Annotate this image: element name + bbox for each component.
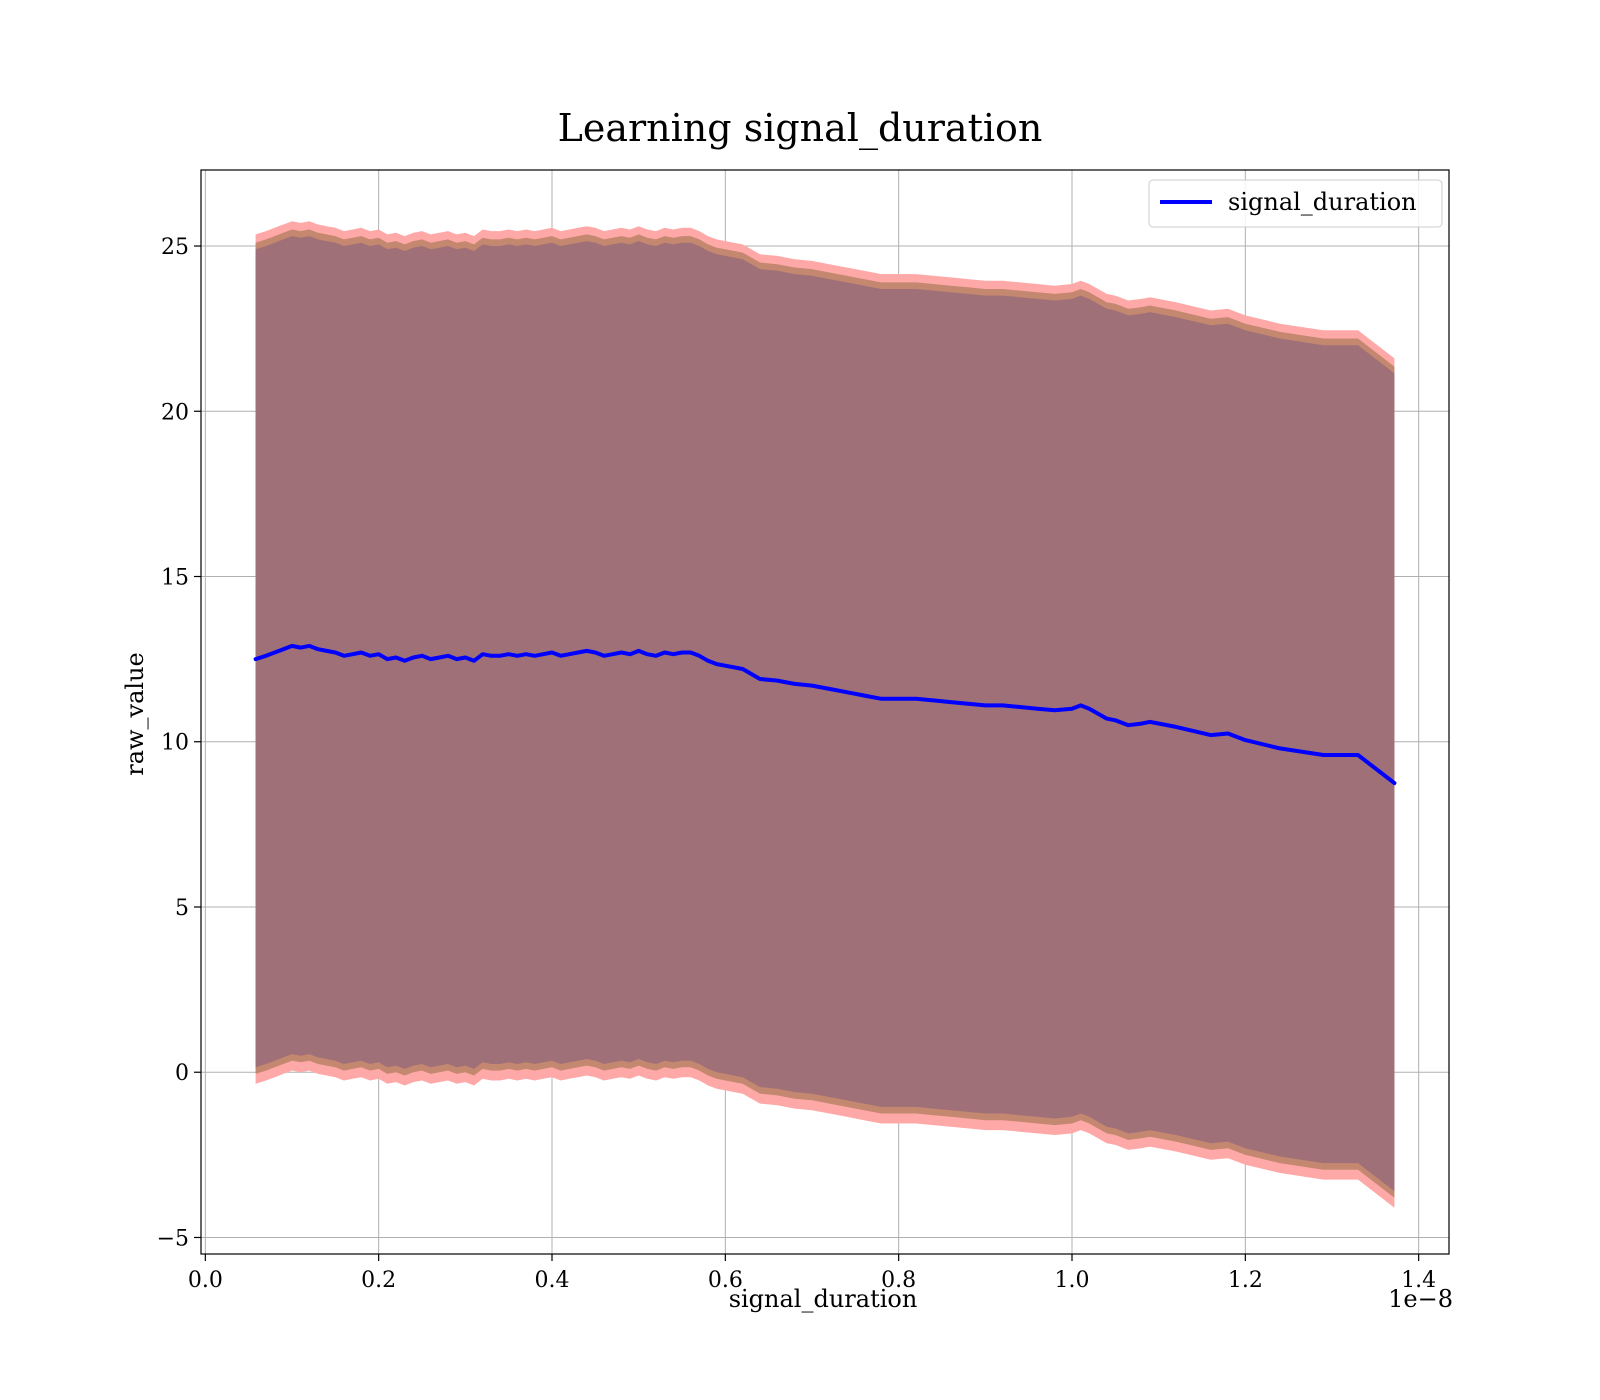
x-tick-label: 0.4 (535, 1268, 570, 1293)
band-inner (255, 236, 1395, 1192)
y-tick-label: −5 (157, 1226, 189, 1251)
y-tick-label: 15 (161, 566, 189, 591)
y-tick-label: 0 (175, 1061, 189, 1086)
x-tick-label: 1.2 (1228, 1268, 1263, 1293)
chart-title: Learning signal_duration (558, 106, 1043, 151)
plot-frame (200, 169, 1450, 1255)
x-tick-label: 0.0 (188, 1268, 223, 1293)
legend-label-signal-duration: signal_duration (1228, 188, 1417, 216)
x-tick-label: 1.0 (1055, 1268, 1090, 1293)
x-tick-label: 0.8 (881, 1268, 916, 1293)
confidence-bands (255, 221, 1395, 1208)
y-tick-label: 20 (161, 400, 189, 425)
x-axis-offset-label: 1e−8 (1388, 1285, 1453, 1313)
legend-box (1148, 179, 1443, 228)
x-tick-label: 0.6 (708, 1268, 743, 1293)
legend: signal_duration (1148, 179, 1443, 228)
y-tick-label: 25 (161, 235, 189, 260)
x-axis-ticks: 0.0 0.2 0.4 0.6 0.8 1.0 1.2 1.4 (188, 1254, 1436, 1293)
y-axis-ticks: −5 0 5 10 15 20 25 (157, 235, 201, 1251)
y-tick-label: 5 (175, 896, 189, 921)
y-axis-label: raw_value (121, 652, 149, 776)
series-line-signal-duration (253, 643, 1397, 786)
x-axis-label: signal_duration (729, 1285, 918, 1313)
y-tick-label: 10 (161, 731, 189, 756)
x-tick-label: 1.4 (1401, 1268, 1436, 1293)
x-tick-label: 0.2 (361, 1268, 396, 1293)
